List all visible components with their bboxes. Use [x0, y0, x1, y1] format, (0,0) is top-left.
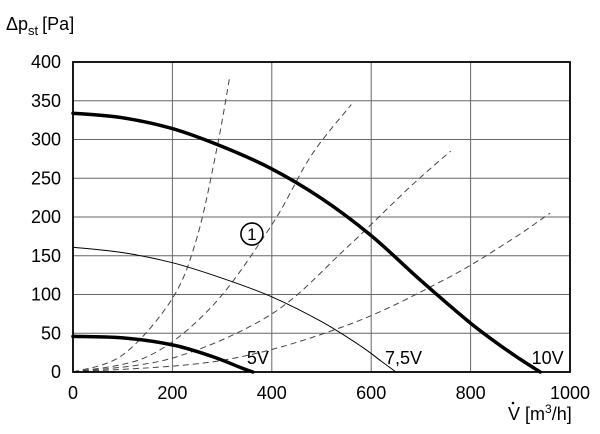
- curve-label: 5V: [247, 348, 269, 368]
- y-tick-label: 150: [31, 246, 61, 266]
- y-tick-label: 100: [31, 285, 61, 305]
- y-tick-label: 200: [31, 207, 61, 227]
- curve-label: 7,5V: [385, 348, 422, 368]
- x-tick-label: 400: [257, 383, 287, 403]
- fan-curves: [71, 111, 542, 374]
- y-axis-label-subscript: st: [28, 23, 39, 38]
- y-tick-label: 50: [41, 323, 61, 343]
- y-axis-label-unit: [Pa]: [42, 14, 74, 34]
- fan-curve: [71, 111, 542, 374]
- plot-frame: [72, 61, 571, 373]
- marker-circle: [240, 222, 264, 246]
- curve-marker: 1: [240, 222, 264, 246]
- y-axis-label-symbol: Δp: [6, 14, 28, 34]
- flow-dot-icon: [511, 401, 515, 405]
- grid: [73, 62, 570, 372]
- curve-label: 10V: [532, 348, 564, 368]
- fan-curve: [71, 334, 255, 374]
- system-curve: [72, 212, 551, 373]
- y-axis-label: Δpst [Pa]: [6, 14, 74, 38]
- x-tick-label: 200: [157, 383, 187, 403]
- curve-labels: 5V 7,5V 10V: [247, 348, 564, 368]
- system-curve: [72, 104, 352, 373]
- y-tick-label: 0: [51, 362, 61, 382]
- system-curve: [72, 77, 231, 373]
- x-axis-label-symbol: V: [508, 404, 520, 424]
- x-tick-label: 1000: [550, 383, 590, 403]
- y-tick-label: 350: [31, 91, 61, 111]
- tick-labels: 0 50 100 150 200 250 300 350 400 0 200 400 600 800 100…: [31, 52, 590, 403]
- marker-number: 1: [247, 225, 256, 244]
- system-curve: [72, 150, 452, 373]
- fan-curve: [72, 246, 397, 373]
- x-tick-label: 800: [456, 383, 486, 403]
- system-curves: [72, 77, 551, 373]
- x-tick-label: 0: [68, 383, 78, 403]
- y-tick-label: 250: [31, 168, 61, 188]
- x-tick-label: 600: [356, 383, 386, 403]
- x-axis-label-unit-sup: 3: [545, 402, 552, 416]
- y-tick-label: 300: [31, 130, 61, 150]
- x-axis-label: V [m3/h]: [508, 402, 572, 424]
- y-tick-label: 400: [31, 52, 61, 72]
- x-axis-label-unit-prefix: [m: [525, 404, 545, 424]
- x-axis-label-unit-suffix: /h]: [552, 404, 572, 424]
